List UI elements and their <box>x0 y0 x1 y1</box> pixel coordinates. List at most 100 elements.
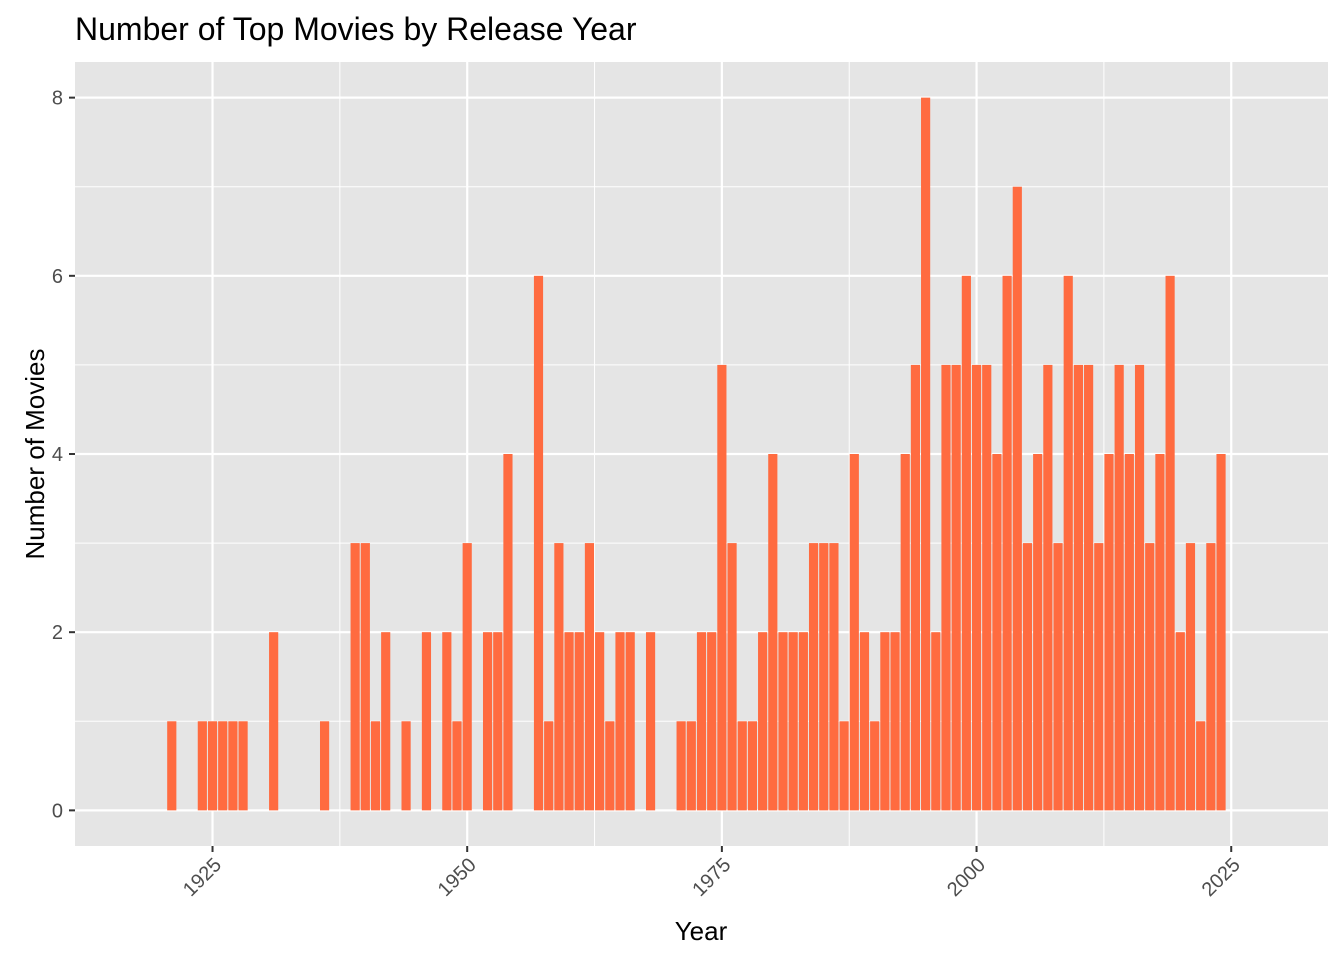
y-tick-label: 8 <box>52 88 63 110</box>
bar <box>554 543 564 811</box>
y-tick-label: 0 <box>52 800 63 822</box>
bar <box>615 632 625 811</box>
bar <box>1104 454 1114 811</box>
y-tick-label: 4 <box>52 444 63 466</box>
bar <box>1033 454 1043 811</box>
bar <box>1185 543 1196 811</box>
bar <box>859 632 870 811</box>
bar <box>228 721 238 811</box>
bar <box>768 454 778 811</box>
x-axis-label: Year <box>675 916 728 946</box>
bar <box>992 454 1002 811</box>
bar <box>381 632 391 811</box>
bar <box>961 275 971 811</box>
bar <box>890 632 900 811</box>
bar <box>1022 543 1033 811</box>
y-tick-label: 2 <box>52 622 63 644</box>
bar <box>808 543 819 811</box>
x-tick-label: 1950 <box>434 854 481 901</box>
bar <box>1114 364 1124 811</box>
bar <box>645 632 656 811</box>
x-tick-label: 2000 <box>943 854 990 901</box>
bar <box>595 632 605 811</box>
y-axis-label: Number of Movies <box>20 349 50 560</box>
bar <box>493 632 503 811</box>
bar <box>1073 364 1084 811</box>
bar <box>482 632 493 811</box>
y-tick-label: 6 <box>52 266 63 288</box>
bar <box>269 632 279 811</box>
bar <box>1145 543 1155 811</box>
bar <box>778 632 788 811</box>
bar <box>360 543 370 811</box>
bar <box>370 721 381 811</box>
bar <box>788 632 798 811</box>
x-tick-label: 2025 <box>1198 854 1245 901</box>
bar <box>1002 275 1012 811</box>
bar <box>452 721 462 811</box>
bar <box>197 721 207 811</box>
bar <box>849 454 859 811</box>
bar <box>1063 275 1073 811</box>
bar <box>574 632 584 811</box>
bar <box>707 632 717 811</box>
bar <box>1012 186 1022 811</box>
bar <box>1175 632 1185 811</box>
bar <box>880 632 890 811</box>
bar <box>798 632 808 811</box>
bar <box>625 632 635 811</box>
bar <box>727 543 737 811</box>
bar <box>421 632 432 811</box>
bar <box>1165 275 1175 811</box>
bar <box>503 454 513 811</box>
x-tick-label: 1925 <box>179 854 226 901</box>
bar <box>238 721 248 811</box>
bar <box>207 721 218 811</box>
bar <box>921 97 931 811</box>
bar <box>1053 543 1063 811</box>
bar <box>605 721 615 811</box>
bar <box>951 364 961 811</box>
bar <box>829 543 839 811</box>
bar <box>544 721 554 811</box>
bar <box>167 721 177 811</box>
bar <box>819 543 829 811</box>
bar <box>1134 364 1145 811</box>
x-tick-label: 1975 <box>688 854 735 901</box>
bar <box>747 721 758 811</box>
bar <box>839 721 849 811</box>
bar <box>982 364 992 811</box>
bar <box>401 721 411 811</box>
bar <box>870 721 880 811</box>
bar <box>564 632 574 811</box>
bar <box>1196 721 1206 811</box>
bar <box>462 543 472 811</box>
chart-title: Number of Top Movies by Release Year <box>75 11 637 47</box>
bar <box>533 275 544 811</box>
bar <box>584 543 595 811</box>
bar <box>1084 364 1094 811</box>
bar <box>737 721 747 811</box>
bars-group <box>167 97 1226 811</box>
bar <box>218 721 228 811</box>
bar <box>1043 364 1053 811</box>
bar <box>971 364 982 811</box>
y-axis: 0 2 4 6 8 <box>52 88 75 822</box>
bar <box>686 721 696 811</box>
bar <box>350 543 360 811</box>
bar <box>696 632 707 811</box>
bar <box>717 364 727 811</box>
bar <box>941 364 951 811</box>
bar <box>1094 543 1104 811</box>
bar <box>1216 454 1226 811</box>
bar <box>1206 543 1216 811</box>
bar <box>900 454 910 811</box>
bar <box>676 721 686 811</box>
bar <box>1124 454 1134 811</box>
bar <box>442 632 452 811</box>
bar <box>1155 454 1165 811</box>
bar <box>758 632 768 811</box>
x-axis: 1925 1950 1975 2000 2025 <box>179 846 1245 901</box>
bar <box>910 364 921 811</box>
